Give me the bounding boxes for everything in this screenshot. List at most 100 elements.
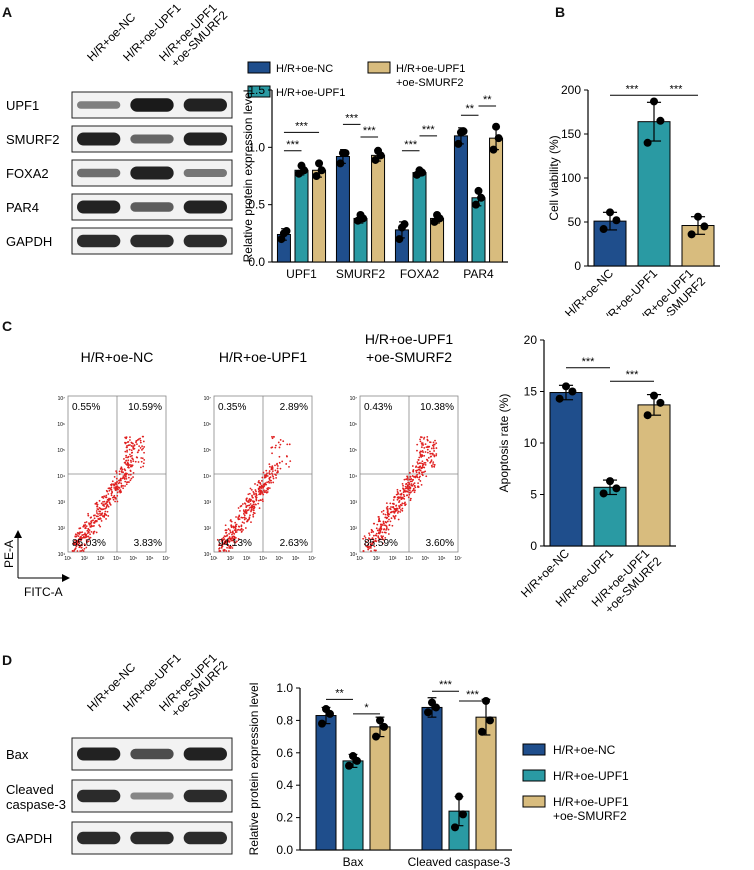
flow-event	[401, 482, 404, 485]
data-point	[454, 139, 463, 148]
flow-event	[248, 501, 250, 504]
flow-event	[115, 471, 118, 474]
flow-event	[260, 480, 263, 482]
flow-event	[245, 506, 248, 509]
flow-event	[397, 496, 400, 498]
blot-band	[183, 98, 227, 112]
flow-event	[231, 547, 234, 549]
flow-event	[103, 514, 106, 517]
flow-event	[395, 507, 398, 510]
flow-event	[219, 550, 221, 552]
flow-event	[109, 503, 112, 506]
significance-label: ***	[295, 120, 309, 132]
flow-event	[252, 511, 255, 514]
flow-event	[281, 460, 284, 463]
flow-event	[391, 506, 394, 509]
flow-event	[95, 531, 98, 534]
y-axis-title: Relative protein expression level	[241, 90, 255, 263]
flow-event	[265, 483, 268, 486]
flow-event	[382, 509, 385, 512]
blot-band	[77, 132, 121, 146]
flow-event	[259, 481, 261, 484]
x-tick-label: 10⁷	[454, 556, 462, 562]
significance-label: ***	[363, 125, 377, 137]
flow-event	[267, 480, 270, 483]
flow-event	[416, 461, 419, 464]
flow-event	[419, 480, 422, 482]
flow-event	[103, 505, 106, 507]
flow-event	[428, 445, 431, 448]
flow-event	[250, 489, 253, 491]
flow-event	[393, 496, 396, 499]
flow-event	[390, 517, 393, 520]
flow-event	[401, 509, 404, 512]
flow-event	[423, 466, 426, 469]
flow-event	[87, 535, 90, 538]
y-tick-label: 10¹	[350, 552, 358, 558]
flow-event	[262, 493, 265, 496]
blot-band	[77, 747, 121, 761]
flow-event	[365, 540, 368, 543]
flow-event	[422, 437, 425, 440]
flow-event	[426, 460, 429, 462]
flow-event	[271, 437, 274, 440]
flow-event	[363, 535, 366, 538]
flow-event	[406, 477, 409, 479]
y-tick-label: 0.5	[248, 198, 265, 212]
flow-event	[139, 439, 142, 442]
flow-event	[378, 537, 381, 540]
blot-band	[183, 234, 227, 248]
flow-event	[124, 485, 126, 487]
flow-event	[122, 487, 125, 490]
y-axis-title: PE-A	[2, 540, 16, 568]
flow-event	[123, 461, 126, 464]
flow-event	[424, 470, 427, 473]
flow-event	[236, 540, 238, 543]
data-point	[612, 484, 621, 493]
flow-event	[403, 478, 406, 481]
blot-band	[183, 747, 227, 761]
quadrant-value: 3.83%	[134, 538, 162, 549]
x-tick-label: Cleaved caspase-3	[408, 855, 511, 869]
legend-label: H/R+oe-UPF1	[396, 63, 465, 75]
flow-event	[105, 518, 107, 520]
flow-event	[141, 457, 144, 460]
flow-event	[125, 456, 128, 459]
flow-event	[228, 536, 231, 538]
flow-event	[410, 478, 412, 481]
flow-event	[421, 474, 424, 477]
flow-event	[377, 539, 380, 542]
flow-event	[76, 541, 79, 544]
x-tick-label: 10⁴	[405, 556, 413, 562]
flow-event	[260, 487, 263, 489]
flow-event	[415, 469, 417, 472]
flow-event	[140, 460, 143, 463]
flow-event	[405, 487, 408, 489]
flow-event	[143, 451, 145, 454]
flow-event	[82, 525, 85, 528]
flow-event	[126, 449, 128, 452]
flow-event	[393, 516, 396, 519]
y-tick-label: 10⁷	[350, 396, 358, 402]
x-tick-label: 10²	[227, 556, 235, 562]
bar	[294, 169, 309, 263]
y-tick-label: 150	[561, 127, 581, 141]
data-point	[471, 200, 480, 209]
flow-event	[113, 475, 116, 478]
flow-event	[260, 489, 263, 492]
x-tick-label: SMURF2	[336, 267, 386, 281]
flow-event	[95, 520, 98, 523]
panel-letter-a: A	[2, 4, 13, 20]
flow-event	[240, 504, 243, 507]
flow-event	[420, 454, 422, 456]
flow-event	[125, 483, 128, 486]
flow-event	[268, 465, 271, 468]
flow-event	[129, 459, 132, 462]
flow-event	[252, 513, 255, 516]
flow-event	[106, 504, 109, 507]
flow-event	[138, 445, 141, 448]
flow-event	[99, 514, 101, 517]
flow-event	[382, 535, 384, 538]
flow-event	[132, 471, 135, 474]
flow-event	[414, 489, 416, 492]
